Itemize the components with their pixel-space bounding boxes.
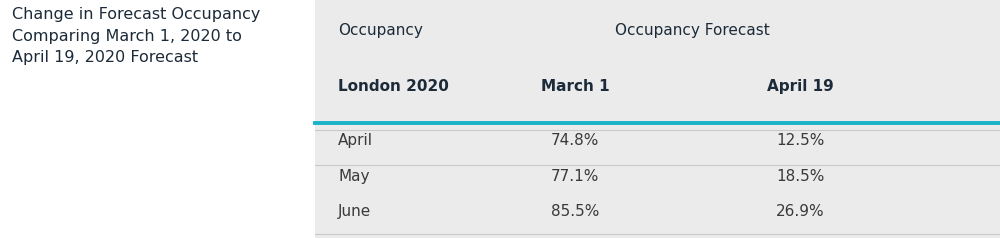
Text: 12.5%: 12.5% [776,133,824,148]
Text: Occupancy: Occupancy [338,23,423,39]
Text: London 2020: London 2020 [338,79,449,94]
Text: May: May [338,169,370,184]
Text: 18.5%: 18.5% [776,169,824,184]
Text: June: June [338,203,371,219]
Text: 77.1%: 77.1% [551,169,599,184]
Bar [0,0,315,238]
Text: March 1: March 1 [541,79,609,94]
Text: April: April [338,133,373,148]
Text: Change in Forecast Occupancy
Comparing March 1, 2020 to
April 19, 2020 Forecast: Change in Forecast Occupancy Comparing M… [12,7,260,65]
Text: 26.9%: 26.9% [776,203,824,219]
Text: 74.8%: 74.8% [551,133,599,148]
Text: April 19: April 19 [767,79,833,94]
Text: 85.5%: 85.5% [551,203,599,219]
Text: Occupancy Forecast: Occupancy Forecast [615,23,769,39]
Bar [315,0,1000,238]
